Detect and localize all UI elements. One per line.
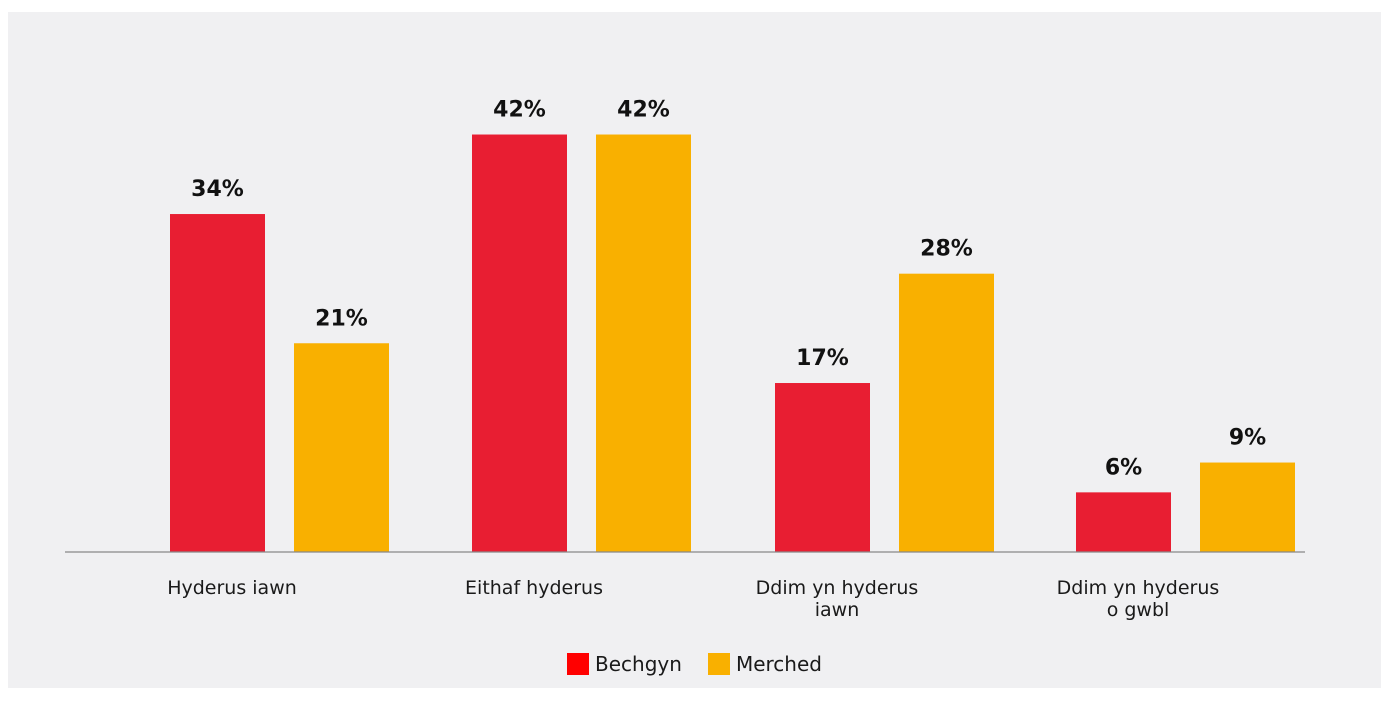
bar-merched-0 [294, 343, 389, 552]
bars-layer [170, 134, 1295, 553]
x-tick-labels: Hyderus iawn Eithaf hyderus Ddim yn hyderu… [167, 577, 1219, 621]
bar-chart: 34% 42% 17% 6% 21% 42% 28% 9% Hyderus iawn Eitha… [65, 98, 1305, 621]
chart-panel: 34% 42% 17% 6% 21% 42% 28% 9% Hyderus iawn Eitha… [8, 12, 1381, 688]
bar-merched-1 [596, 134, 691, 552]
bar-bechgyn-2 [775, 383, 870, 552]
value-label-bechgyn-3: 6% [1105, 455, 1142, 480]
legend-label-bechgyn: Bechgyn [595, 652, 682, 676]
bar-bechgyn-1 [472, 134, 567, 552]
bar-bechgyn-0 [170, 214, 265, 553]
value-label-merched-1: 42% [617, 98, 670, 123]
legend-item-merched: Merched [707, 652, 822, 676]
value-label-bechgyn-2: 17% [796, 346, 849, 371]
bar-merched-3 [1200, 462, 1295, 552]
legend-item-bechgyn: Bechgyn [567, 652, 682, 676]
value-label-bechgyn-0: 34% [191, 177, 244, 202]
x-tick-label-3: Ddim yn hyderus o gwbl [1057, 577, 1220, 621]
legend-swatch-merched [707, 653, 730, 675]
value-labels-layer: 34% 42% 17% 6% 21% 42% 28% 9% [191, 98, 1266, 481]
bar-bechgyn-3 [1076, 492, 1171, 552]
legend: Bechgyn Merched [8, 652, 1381, 676]
value-label-merched-3: 9% [1229, 426, 1266, 451]
legend-label-merched: Merched [735, 652, 822, 676]
x-tick-label-0: Hyderus iawn [167, 577, 297, 599]
value-label-merched-2: 28% [920, 237, 973, 262]
legend-swatch-bechgyn [567, 653, 590, 675]
bar-merched-2 [899, 273, 994, 552]
value-label-merched-0: 21% [315, 306, 368, 331]
x-tick-label-2: Ddim yn hyderus iawn [756, 577, 919, 621]
x-tick-label-1: Eithaf hyderus [465, 577, 603, 599]
value-label-bechgyn-1: 42% [493, 98, 546, 123]
